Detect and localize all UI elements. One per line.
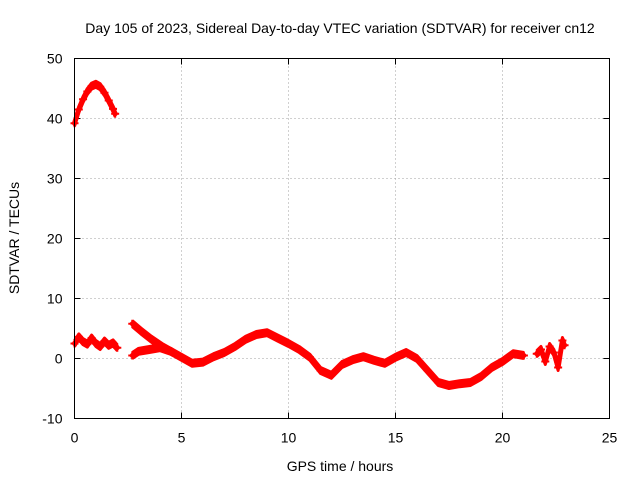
tick-label-layer: 0 5 10 15 20 25 -10 0 10 20 30 40 50 <box>42 51 617 446</box>
y-tick-label: 40 <box>47 111 63 127</box>
data-point <box>537 345 546 354</box>
x-tick-label: 0 <box>71 430 79 446</box>
data-point <box>136 326 145 335</box>
data-point <box>487 363 496 372</box>
x-axis-label: GPS time / hours <box>287 458 394 474</box>
series-2 <box>70 332 122 352</box>
y-tick-label: 20 <box>47 231 63 247</box>
data-point <box>209 352 218 361</box>
data-point <box>109 104 118 113</box>
data-point <box>83 87 92 96</box>
data-point <box>348 355 357 364</box>
data-point <box>549 348 558 357</box>
data-point <box>327 371 336 380</box>
data-point <box>498 357 507 366</box>
data-point <box>111 109 120 118</box>
y-tick-label: 0 <box>55 351 63 367</box>
series-3 <box>128 328 528 390</box>
data-point <box>380 359 389 368</box>
data-point <box>188 359 197 368</box>
data-point <box>509 349 518 358</box>
data-point <box>558 336 567 345</box>
data-point <box>74 332 83 341</box>
data-point <box>252 330 261 339</box>
data-point <box>100 88 109 97</box>
data-point <box>145 345 154 354</box>
x-tick-label: 10 <box>281 430 297 446</box>
data-point <box>79 337 88 346</box>
y-tick-label: 50 <box>47 51 63 67</box>
y-axis-label: SDTVAR / TECUs <box>6 182 22 294</box>
data-point <box>370 356 379 365</box>
data-point <box>231 342 239 351</box>
data-point <box>198 358 207 367</box>
series-5 <box>532 336 569 372</box>
data-point <box>168 348 177 357</box>
data-point <box>96 82 105 91</box>
x-tick-label: 15 <box>388 430 404 446</box>
data-point <box>128 351 137 360</box>
series-line-band <box>131 328 525 384</box>
data-point <box>338 360 346 369</box>
y-tick-label: 10 <box>47 291 63 307</box>
data-point <box>87 334 96 343</box>
plot-frame <box>74 58 610 419</box>
series-1 <box>70 79 120 128</box>
data-point <box>104 96 113 105</box>
data-point <box>109 338 118 347</box>
data-point <box>91 339 100 348</box>
series-line-band <box>73 85 117 127</box>
y-tick-label: 30 <box>47 171 63 187</box>
data-point <box>541 357 550 366</box>
data-point <box>263 328 272 337</box>
data-point <box>305 353 314 362</box>
data-point <box>545 342 554 351</box>
data-point <box>519 351 528 360</box>
x-tick-label: 25 <box>602 430 618 446</box>
data-point <box>220 348 229 357</box>
data-point <box>241 335 250 344</box>
data-point <box>477 372 486 381</box>
data-point <box>455 379 464 388</box>
chart-title: Day 105 of 2023, Sidereal Day-to-day VTE… <box>85 20 595 36</box>
data-point <box>147 335 156 344</box>
data-point <box>134 347 143 356</box>
data-point <box>96 342 105 351</box>
series-line-band <box>131 334 525 390</box>
data-point <box>74 105 83 114</box>
data-point <box>445 381 453 390</box>
data-point <box>100 337 109 346</box>
data-point <box>554 363 563 372</box>
data-point <box>295 345 304 354</box>
data-point <box>91 80 100 89</box>
y-tick-label: -10 <box>42 411 62 427</box>
data-point <box>359 352 368 361</box>
data-point <box>104 341 113 350</box>
data-point <box>391 353 400 362</box>
data-point <box>560 341 569 350</box>
data-point <box>402 348 411 357</box>
data-point <box>532 349 541 358</box>
data-point <box>177 353 186 362</box>
data-point <box>158 342 167 351</box>
data-point <box>83 340 92 349</box>
data-point <box>79 95 88 104</box>
data-layer <box>70 79 569 390</box>
data-point <box>113 343 122 352</box>
data-point <box>434 378 443 387</box>
x-tick-label: 5 <box>178 430 186 446</box>
data-point <box>423 366 432 375</box>
x-tick-label: 20 <box>495 430 511 446</box>
data-point <box>284 339 293 348</box>
data-point <box>128 319 137 328</box>
data-point <box>466 378 475 387</box>
data-point <box>87 82 96 91</box>
data-point <box>316 366 325 375</box>
series-4 <box>128 319 177 357</box>
data-point <box>273 334 282 343</box>
data-point <box>412 354 421 363</box>
